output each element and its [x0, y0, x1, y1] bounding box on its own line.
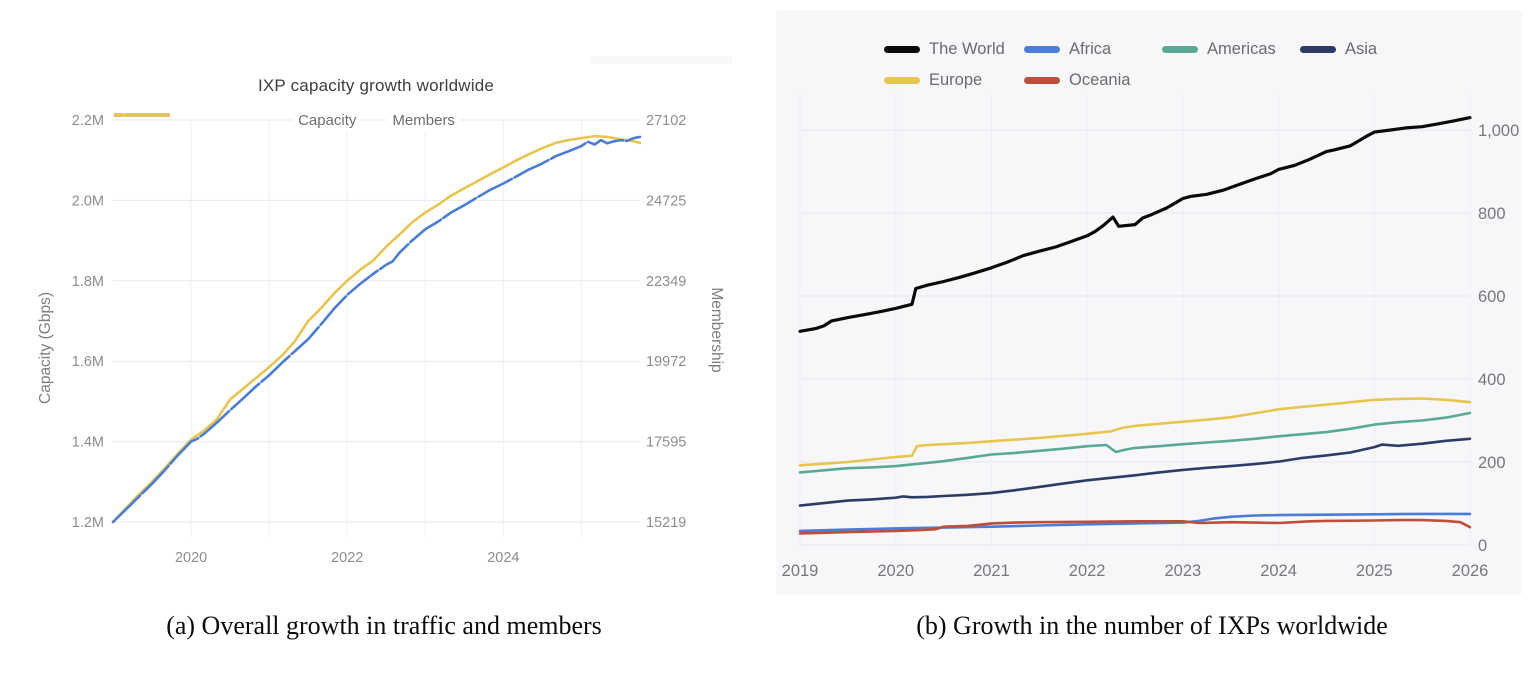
svg-text:600: 600	[1478, 288, 1506, 306]
ixp-count-chart-canvas: 1,000 800 600 400 200 0 2019 2020 2021 2022 2023 20…	[782, 95, 1519, 580]
legend-item-members[interactable]: Members	[114, 110, 460, 131]
svg-text:2024: 2024	[1260, 562, 1297, 580]
svg-text:2.2M: 2.2M	[72, 113, 104, 129]
svg-text:2021: 2021	[973, 562, 1010, 580]
svg-text:2019: 2019	[782, 562, 819, 580]
legend-label-asia: Asia	[1345, 40, 1378, 58]
y-axis-title-membership: Membership	[708, 287, 725, 373]
svg-text:1.8M: 1.8M	[72, 274, 104, 290]
svg-text:19972: 19972	[646, 354, 686, 370]
legend-item-capacity[interactable]: Capacity	[114, 110, 362, 131]
ixp-count-chart-panel: 1,000 800 600 400 200 0 2019 2020 2021 2022 2023 20…	[776, 10, 1522, 595]
svg-text:1.2M: 1.2M	[72, 515, 104, 531]
svg-text:24725: 24725	[646, 193, 686, 209]
svg-text:800: 800	[1478, 205, 1506, 223]
svg-text:2022: 2022	[331, 550, 363, 566]
chart-a-title: IXP capacity growth worldwide	[257, 76, 495, 95]
svg-text:2020: 2020	[175, 550, 207, 566]
svg-text:17595: 17595	[646, 435, 686, 451]
svg-text:22349: 22349	[646, 274, 686, 290]
caption-b: (b) Growth in the number of IXPs worldwi…	[916, 611, 1388, 640]
svg-text:0: 0	[1478, 537, 1487, 555]
svg-text:2026: 2026	[1452, 562, 1489, 580]
legend-label-europe: Europe	[929, 71, 983, 89]
legend-label-africa: Africa	[1069, 40, 1112, 58]
svg-text:1.6M: 1.6M	[72, 354, 104, 370]
svg-text:1.4M: 1.4M	[72, 435, 104, 451]
legend-label-capacity: Capacity	[298, 112, 357, 129]
svg-text:2020: 2020	[877, 562, 914, 580]
legend-label-members: Members	[392, 112, 455, 129]
africa-line-swatch-icon	[1024, 46, 1060, 53]
svg-text:15219: 15219	[646, 515, 686, 531]
members-line-swatch-icon	[114, 113, 170, 117]
legend-label-oceania: Oceania	[1069, 71, 1131, 89]
y-axis-title-capacity: Capacity (Gbps)	[37, 292, 54, 404]
asia-line-swatch-icon	[1300, 46, 1336, 53]
svg-text:2.0M: 2.0M	[72, 193, 104, 209]
legend-item-americas[interactable]: Americas	[1162, 40, 1276, 58]
europe-line-swatch-icon	[884, 77, 920, 84]
svg-text:2024: 2024	[487, 550, 519, 566]
americas-line-swatch-icon	[1162, 46, 1198, 53]
svg-text:27102: 27102	[646, 113, 686, 129]
capacity-members-chart-canvas: 2.2M 27102 2.0M 24725 1.8M 22349 1.6M 19972 1.4M…	[72, 113, 687, 566]
oceania-line-swatch-icon	[1024, 77, 1060, 84]
svg-text:2022: 2022	[1069, 562, 1106, 580]
chart-a-legend: Capacity Members	[113, 110, 640, 131]
chart-toolbar-placeholder	[590, 56, 732, 64]
legend-item-europe[interactable]: Europe	[884, 71, 983, 89]
caption-a: (a) Overall growth in traffic and member…	[166, 611, 602, 640]
svg-text:1,000: 1,000	[1478, 122, 1519, 140]
legend-label-the-world: The World	[929, 40, 1005, 58]
legend-item-asia[interactable]: Asia	[1300, 40, 1378, 58]
svg-text:2023: 2023	[1164, 562, 1201, 580]
legend-item-oceania[interactable]: Oceania	[1024, 71, 1131, 89]
world-line-swatch-icon	[884, 46, 920, 53]
legend-item-the-world[interactable]: The World	[884, 40, 1005, 58]
legend-label-americas: Americas	[1207, 40, 1276, 58]
legend-item-africa[interactable]: Africa	[1024, 40, 1112, 58]
svg-text:400: 400	[1478, 371, 1506, 389]
svg-text:2025: 2025	[1356, 562, 1393, 580]
svg-text:200: 200	[1478, 454, 1506, 472]
